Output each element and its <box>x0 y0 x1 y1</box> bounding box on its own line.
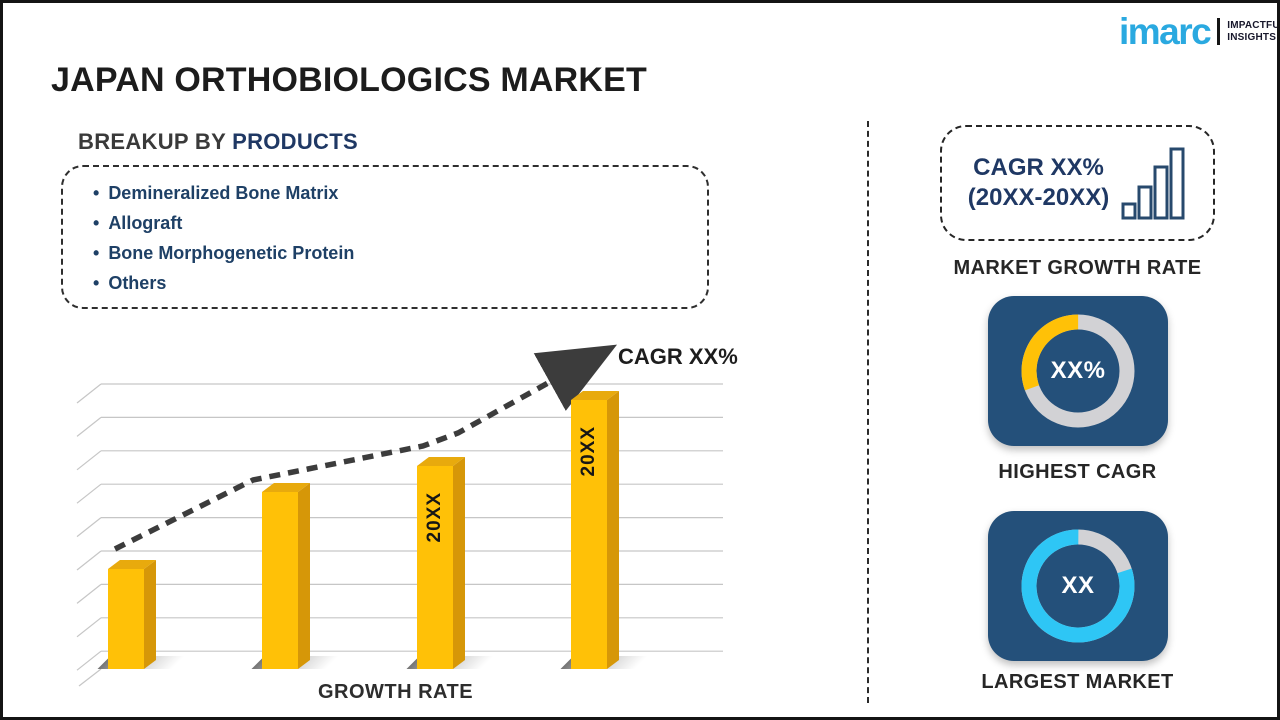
largest-market-donut-chart <box>1021 529 1135 643</box>
imarc-logo-wordmark: imarc <box>1119 11 1212 52</box>
growth-rate-chart: 20XX 20XX <box>63 343 728 691</box>
logo-divider <box>1217 18 1221 46</box>
products-list: • Demineralized Bone Matrix • Allograft • Bon… <box>93 178 697 298</box>
page-title: JAPAN ORTHOBIOLOGICS MARKET <box>51 61 648 99</box>
bar-year-label: 20XX <box>423 492 445 543</box>
bar-year-label: 20XX <box>578 426 600 477</box>
logo-tagline: IMPACTFUL INSIGHTS <box>1227 19 1280 43</box>
cagr-summary-text: CAGR XX% (20XX-20XX) <box>967 154 1110 211</box>
largest-market-donut: XX <box>1018 526 1138 646</box>
cagr-summary-box: CAGR XX% (20XX-20XX) <box>940 125 1215 241</box>
list-item: • Bone Morphogenetic Protein <box>93 243 355 263</box>
highest-cagr-label: HIGHEST CAGR <box>998 461 1157 483</box>
bullet-icon: • <box>93 243 100 263</box>
highest-cagr-donut: XX% <box>1018 311 1138 431</box>
highest-cagr-value: XX% <box>1050 357 1106 384</box>
list-item: • Demineralized Bone Matrix <box>93 183 339 203</box>
bullet-icon: • <box>93 273 100 293</box>
chart-x-axis-label: GROWTH RATE <box>317 681 474 703</box>
gridlines <box>76 383 723 687</box>
bar-4: 20XX <box>571 400 608 669</box>
highest-cagr-card: XX% <box>988 296 1168 446</box>
bar-2 <box>262 492 299 669</box>
breakup-heading-prefix: BREAKUP BY <box>78 129 226 154</box>
imarc-logo: imarc IMPACTFUL INSIGHTS <box>1119 11 1280 52</box>
largest-market-label: LARGEST MARKET <box>981 671 1174 693</box>
section-divider <box>867 121 869 703</box>
list-item: • Others <box>93 273 167 293</box>
trend-arrow <box>113 344 618 552</box>
bars-layer: 20XX 20XX <box>63 343 728 691</box>
largest-market-card: XX <box>988 511 1168 661</box>
bar-3: 20XX <box>416 466 453 669</box>
products-list-box: • Demineralized Bone Matrix • Allograft • Bon… <box>61 165 709 309</box>
largest-market-value: XX <box>1061 572 1095 599</box>
chart-grid-and-trend <box>76 344 723 687</box>
bullet-icon: • <box>93 213 100 233</box>
bar-1 <box>108 569 144 669</box>
chart-cagr-annotation: CAGR XX% <box>618 344 738 369</box>
breakup-heading: BREAKUP BY PRODUCTS <box>78 129 358 155</box>
list-item: • Allograft <box>93 213 183 233</box>
growth-bars-icon <box>1121 147 1185 220</box>
market-growth-rate-label: MARKET GROWTH RATE <box>953 257 1202 279</box>
bullet-icon: • <box>93 183 100 203</box>
breakup-heading-highlight: PRODUCTS <box>232 129 358 154</box>
highest-cagr-donut-chart <box>1021 314 1135 428</box>
